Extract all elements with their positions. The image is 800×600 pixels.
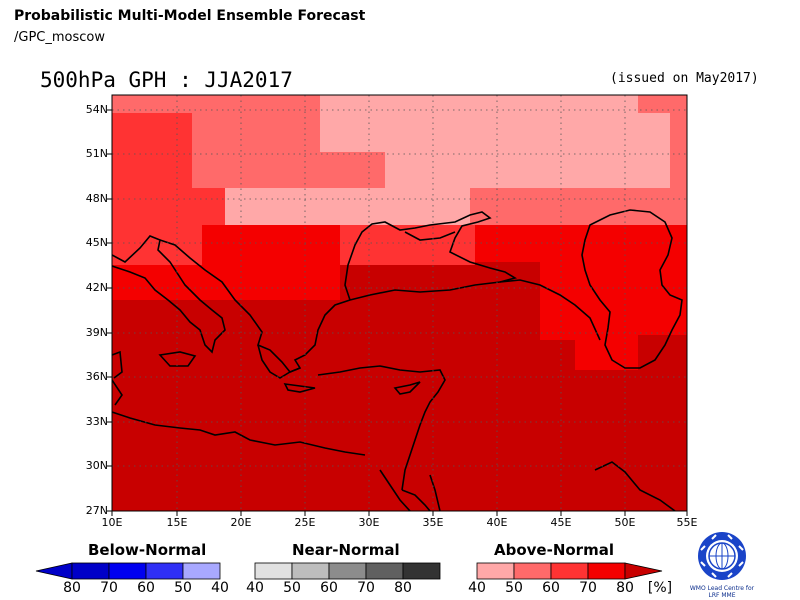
map-frame	[111, 94, 688, 512]
lat-label: 33N	[85, 415, 108, 428]
chart-subtitle: /GPC_moscow	[14, 30, 105, 45]
legend-tick: 40	[246, 580, 264, 596]
legend-tick: 50	[174, 580, 192, 596]
lat-label: 30N	[85, 459, 108, 472]
legend-below-title: Below-Normal	[88, 541, 207, 559]
legend-tick: 60	[137, 580, 155, 596]
lat-label: 39N	[85, 326, 108, 339]
legend-tick: 60	[542, 580, 560, 596]
legend-tick: 80	[394, 580, 412, 596]
lat-label: 27N	[85, 504, 108, 517]
legend-tick: 70	[357, 580, 375, 596]
lon-label: 50E	[614, 516, 636, 529]
legend-tick: 40	[468, 580, 486, 596]
legend-tick: 70	[579, 580, 597, 596]
coastlines	[112, 209, 683, 511]
lon-label: 45E	[550, 516, 572, 529]
legend-tick: 70	[100, 580, 118, 596]
legend-tick: 80	[63, 580, 81, 596]
legend-tick: 60	[320, 580, 338, 596]
legend-unit: [%]	[647, 580, 673, 596]
lat-label: 48N	[85, 192, 108, 205]
legend-tick: 50	[283, 580, 301, 596]
lon-label: 30E	[358, 516, 380, 529]
legend-above-bar	[476, 562, 663, 580]
lon-label: 25E	[294, 516, 316, 529]
lon-label: 55E	[676, 516, 698, 529]
lat-label: 45N	[85, 236, 108, 249]
lat-label: 36N	[85, 370, 108, 383]
map-title: 500hPa GPH : JJA2017	[40, 68, 293, 92]
chart-title: Probabilistic Multi-Model Ensemble Forec…	[14, 8, 366, 24]
legend-near-title: Near-Normal	[292, 541, 400, 559]
lat-label: 42N	[85, 281, 108, 294]
graticule	[112, 95, 687, 511]
legend-above-title: Above-Normal	[494, 541, 614, 559]
lon-label: 35E	[422, 516, 444, 529]
wmo-logo-caption: WMO Lead Centre for LRF MME	[689, 585, 755, 599]
lon-label: 15E	[166, 516, 188, 529]
legend-below-arrow	[35, 562, 73, 580]
issued-date: (issued on May2017)	[610, 71, 759, 86]
legend-tick: 40	[211, 580, 229, 596]
wmo-logo	[698, 532, 746, 580]
lon-label: 10E	[101, 516, 123, 529]
lon-label: 20E	[230, 516, 252, 529]
legend-above-arrow	[624, 562, 663, 580]
legend-below-bar	[35, 562, 221, 580]
lat-label: 54N	[85, 103, 108, 116]
legend-tick: 80	[616, 580, 634, 596]
lon-label: 40E	[486, 516, 508, 529]
legend-near-bar	[254, 562, 441, 580]
legend-tick: 50	[505, 580, 523, 596]
lat-label: 51N	[85, 147, 108, 160]
probability-field	[112, 95, 687, 511]
